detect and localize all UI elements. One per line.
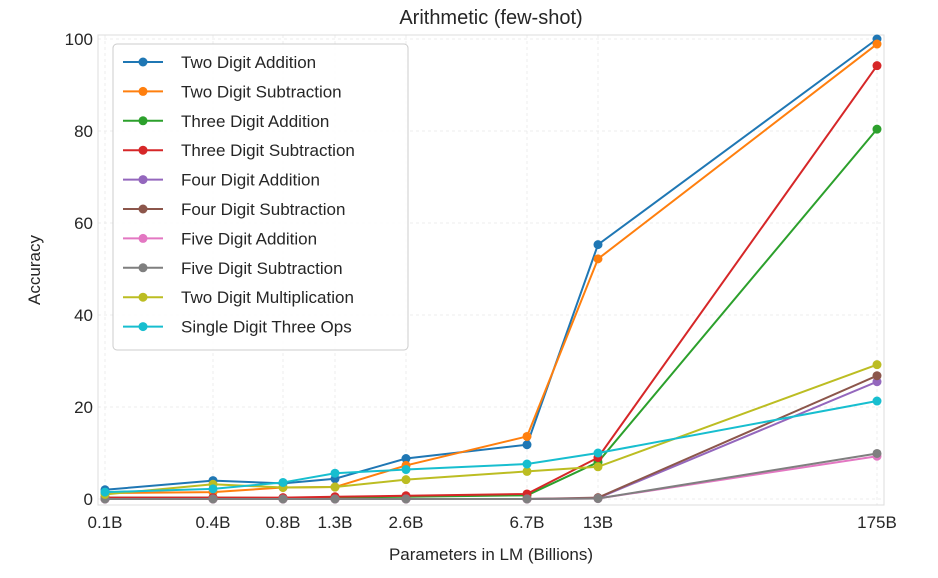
series-single-digit-three-ops <box>100 396 882 497</box>
legend-item: Two Digit Multiplication <box>123 288 354 307</box>
legend-label: Two Digit Subtraction <box>181 82 342 101</box>
legend-label: Two Digit Multiplication <box>181 288 354 307</box>
y-tick-label: 40 <box>74 306 93 325</box>
data-point <box>401 454 411 464</box>
data-point <box>872 448 882 458</box>
legend-marker <box>138 145 148 155</box>
data-point <box>401 465 411 475</box>
legend-marker <box>138 86 148 96</box>
series-two-digit-multiplication <box>100 360 882 499</box>
legend-item: Single Digit Three Ops <box>123 318 352 337</box>
legend: Two Digit Addition Two Digit Subtraction T… <box>112 43 409 351</box>
legend-label: Three Digit Addition <box>181 112 329 131</box>
data-point <box>401 494 411 504</box>
data-point <box>278 477 288 487</box>
legend-marker <box>138 204 148 214</box>
legend-marker <box>138 263 148 273</box>
data-point <box>278 494 288 504</box>
legend-box <box>112 43 409 351</box>
data-point <box>522 466 532 476</box>
legend-item: Three Digit Subtraction <box>123 141 355 160</box>
data-point <box>872 124 882 134</box>
data-point <box>593 254 603 264</box>
series-line <box>104 363 878 496</box>
legend-item: Two Digit Subtraction <box>123 82 342 101</box>
data-point <box>330 482 340 492</box>
y-tick-label: 60 <box>74 214 93 233</box>
series-line <box>105 452 878 500</box>
legend-item: Four Digit Subtraction <box>123 200 345 219</box>
data-point <box>522 431 532 441</box>
x-tick-label: 1.3B <box>318 513 353 532</box>
legend-marker <box>138 116 148 126</box>
x-tick-label: 175B <box>857 513 897 532</box>
x-axis-label: Parameters in LM (Billions) <box>389 545 593 564</box>
y-tick-label: 100 <box>65 30 93 49</box>
data-point <box>330 494 340 504</box>
data-point <box>593 240 603 250</box>
legend-label: Five Digit Addition <box>181 229 317 248</box>
data-point <box>330 468 340 478</box>
x-tick-label: 6.7B <box>510 513 545 532</box>
legend-item: Two Digit Addition <box>123 53 316 72</box>
legend-marker <box>138 57 148 67</box>
data-point <box>872 360 882 370</box>
legend-item: Three Digit Addition <box>123 112 329 131</box>
series-five-digit-subtraction <box>100 448 882 504</box>
y-tick-label: 20 <box>74 398 93 417</box>
series-line <box>105 65 878 499</box>
data-point <box>872 396 882 406</box>
legend-item: Five Digit Subtraction <box>123 259 343 278</box>
data-point <box>208 494 218 504</box>
plot-frame <box>97 34 885 506</box>
y-tick-label: 80 <box>74 122 93 141</box>
data-point <box>208 484 218 494</box>
data-point <box>522 459 532 469</box>
legend-item: Four Digit Addition <box>123 171 320 190</box>
x-tick-label: 0.8B <box>266 513 301 532</box>
legend-marker <box>138 292 148 302</box>
x-tick-label: 2.6B <box>389 513 424 532</box>
x-tick-label: 13B <box>583 513 613 532</box>
legend-marker <box>138 233 148 243</box>
x-tick-label: 0.1B <box>88 513 123 532</box>
data-point <box>593 494 603 504</box>
series-line <box>104 38 878 491</box>
legend-label: Two Digit Addition <box>181 53 316 72</box>
y-axis-label: Accuracy <box>25 235 44 305</box>
legend-marker <box>138 322 148 332</box>
data-point <box>872 371 882 381</box>
data-point <box>100 487 110 497</box>
legend-label: Four Digit Subtraction <box>181 200 345 219</box>
legend-label: Single Digit Three Ops <box>181 318 352 337</box>
data-point <box>593 462 603 472</box>
series-line <box>104 400 878 494</box>
legend-label: Three Digit Subtraction <box>181 141 355 160</box>
chart-title: Arithmetic (few-shot) <box>399 7 582 29</box>
data-point <box>872 39 882 49</box>
legend-label: Five Digit Subtraction <box>181 259 343 278</box>
data-point <box>593 448 603 458</box>
legend-item: Five Digit Addition <box>123 229 317 248</box>
data-point <box>522 440 532 450</box>
legend-marker <box>138 175 148 185</box>
series-line <box>104 43 878 495</box>
x-tick-label: 0.4B <box>196 513 231 532</box>
data-point <box>872 61 882 71</box>
y-tick-label: 0 <box>84 490 93 509</box>
data-point <box>522 494 532 504</box>
legend-label: Four Digit Addition <box>181 171 320 190</box>
data-point <box>401 475 411 485</box>
